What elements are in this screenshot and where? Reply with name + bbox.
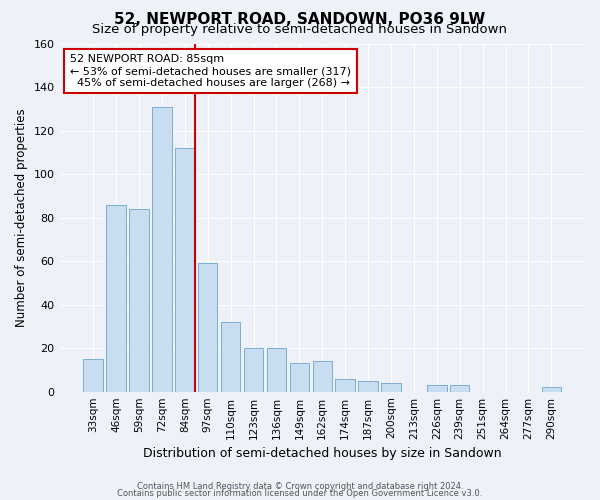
Bar bbox=[175, 148, 194, 392]
Bar bbox=[313, 362, 332, 392]
Bar bbox=[106, 205, 126, 392]
Y-axis label: Number of semi-detached properties: Number of semi-detached properties bbox=[15, 108, 28, 327]
Text: Size of property relative to semi-detached houses in Sandown: Size of property relative to semi-detach… bbox=[92, 22, 508, 36]
Bar bbox=[335, 378, 355, 392]
Bar bbox=[221, 322, 241, 392]
Bar bbox=[267, 348, 286, 392]
Text: 52, NEWPORT ROAD, SANDOWN, PO36 9LW: 52, NEWPORT ROAD, SANDOWN, PO36 9LW bbox=[115, 12, 485, 28]
Bar bbox=[542, 388, 561, 392]
Text: Contains HM Land Registry data © Crown copyright and database right 2024.: Contains HM Land Registry data © Crown c… bbox=[137, 482, 463, 491]
Bar bbox=[83, 359, 103, 392]
Bar bbox=[129, 209, 149, 392]
Bar bbox=[427, 385, 446, 392]
Bar bbox=[244, 348, 263, 392]
X-axis label: Distribution of semi-detached houses by size in Sandown: Distribution of semi-detached houses by … bbox=[143, 447, 502, 460]
Bar bbox=[450, 385, 469, 392]
Bar bbox=[290, 364, 309, 392]
Text: Contains public sector information licensed under the Open Government Licence v3: Contains public sector information licen… bbox=[118, 489, 482, 498]
Bar bbox=[198, 264, 217, 392]
Bar bbox=[381, 383, 401, 392]
Bar bbox=[358, 381, 378, 392]
Bar bbox=[152, 107, 172, 392]
Text: 52 NEWPORT ROAD: 85sqm
← 53% of semi-detached houses are smaller (317)
  45% of : 52 NEWPORT ROAD: 85sqm ← 53% of semi-det… bbox=[70, 54, 351, 88]
